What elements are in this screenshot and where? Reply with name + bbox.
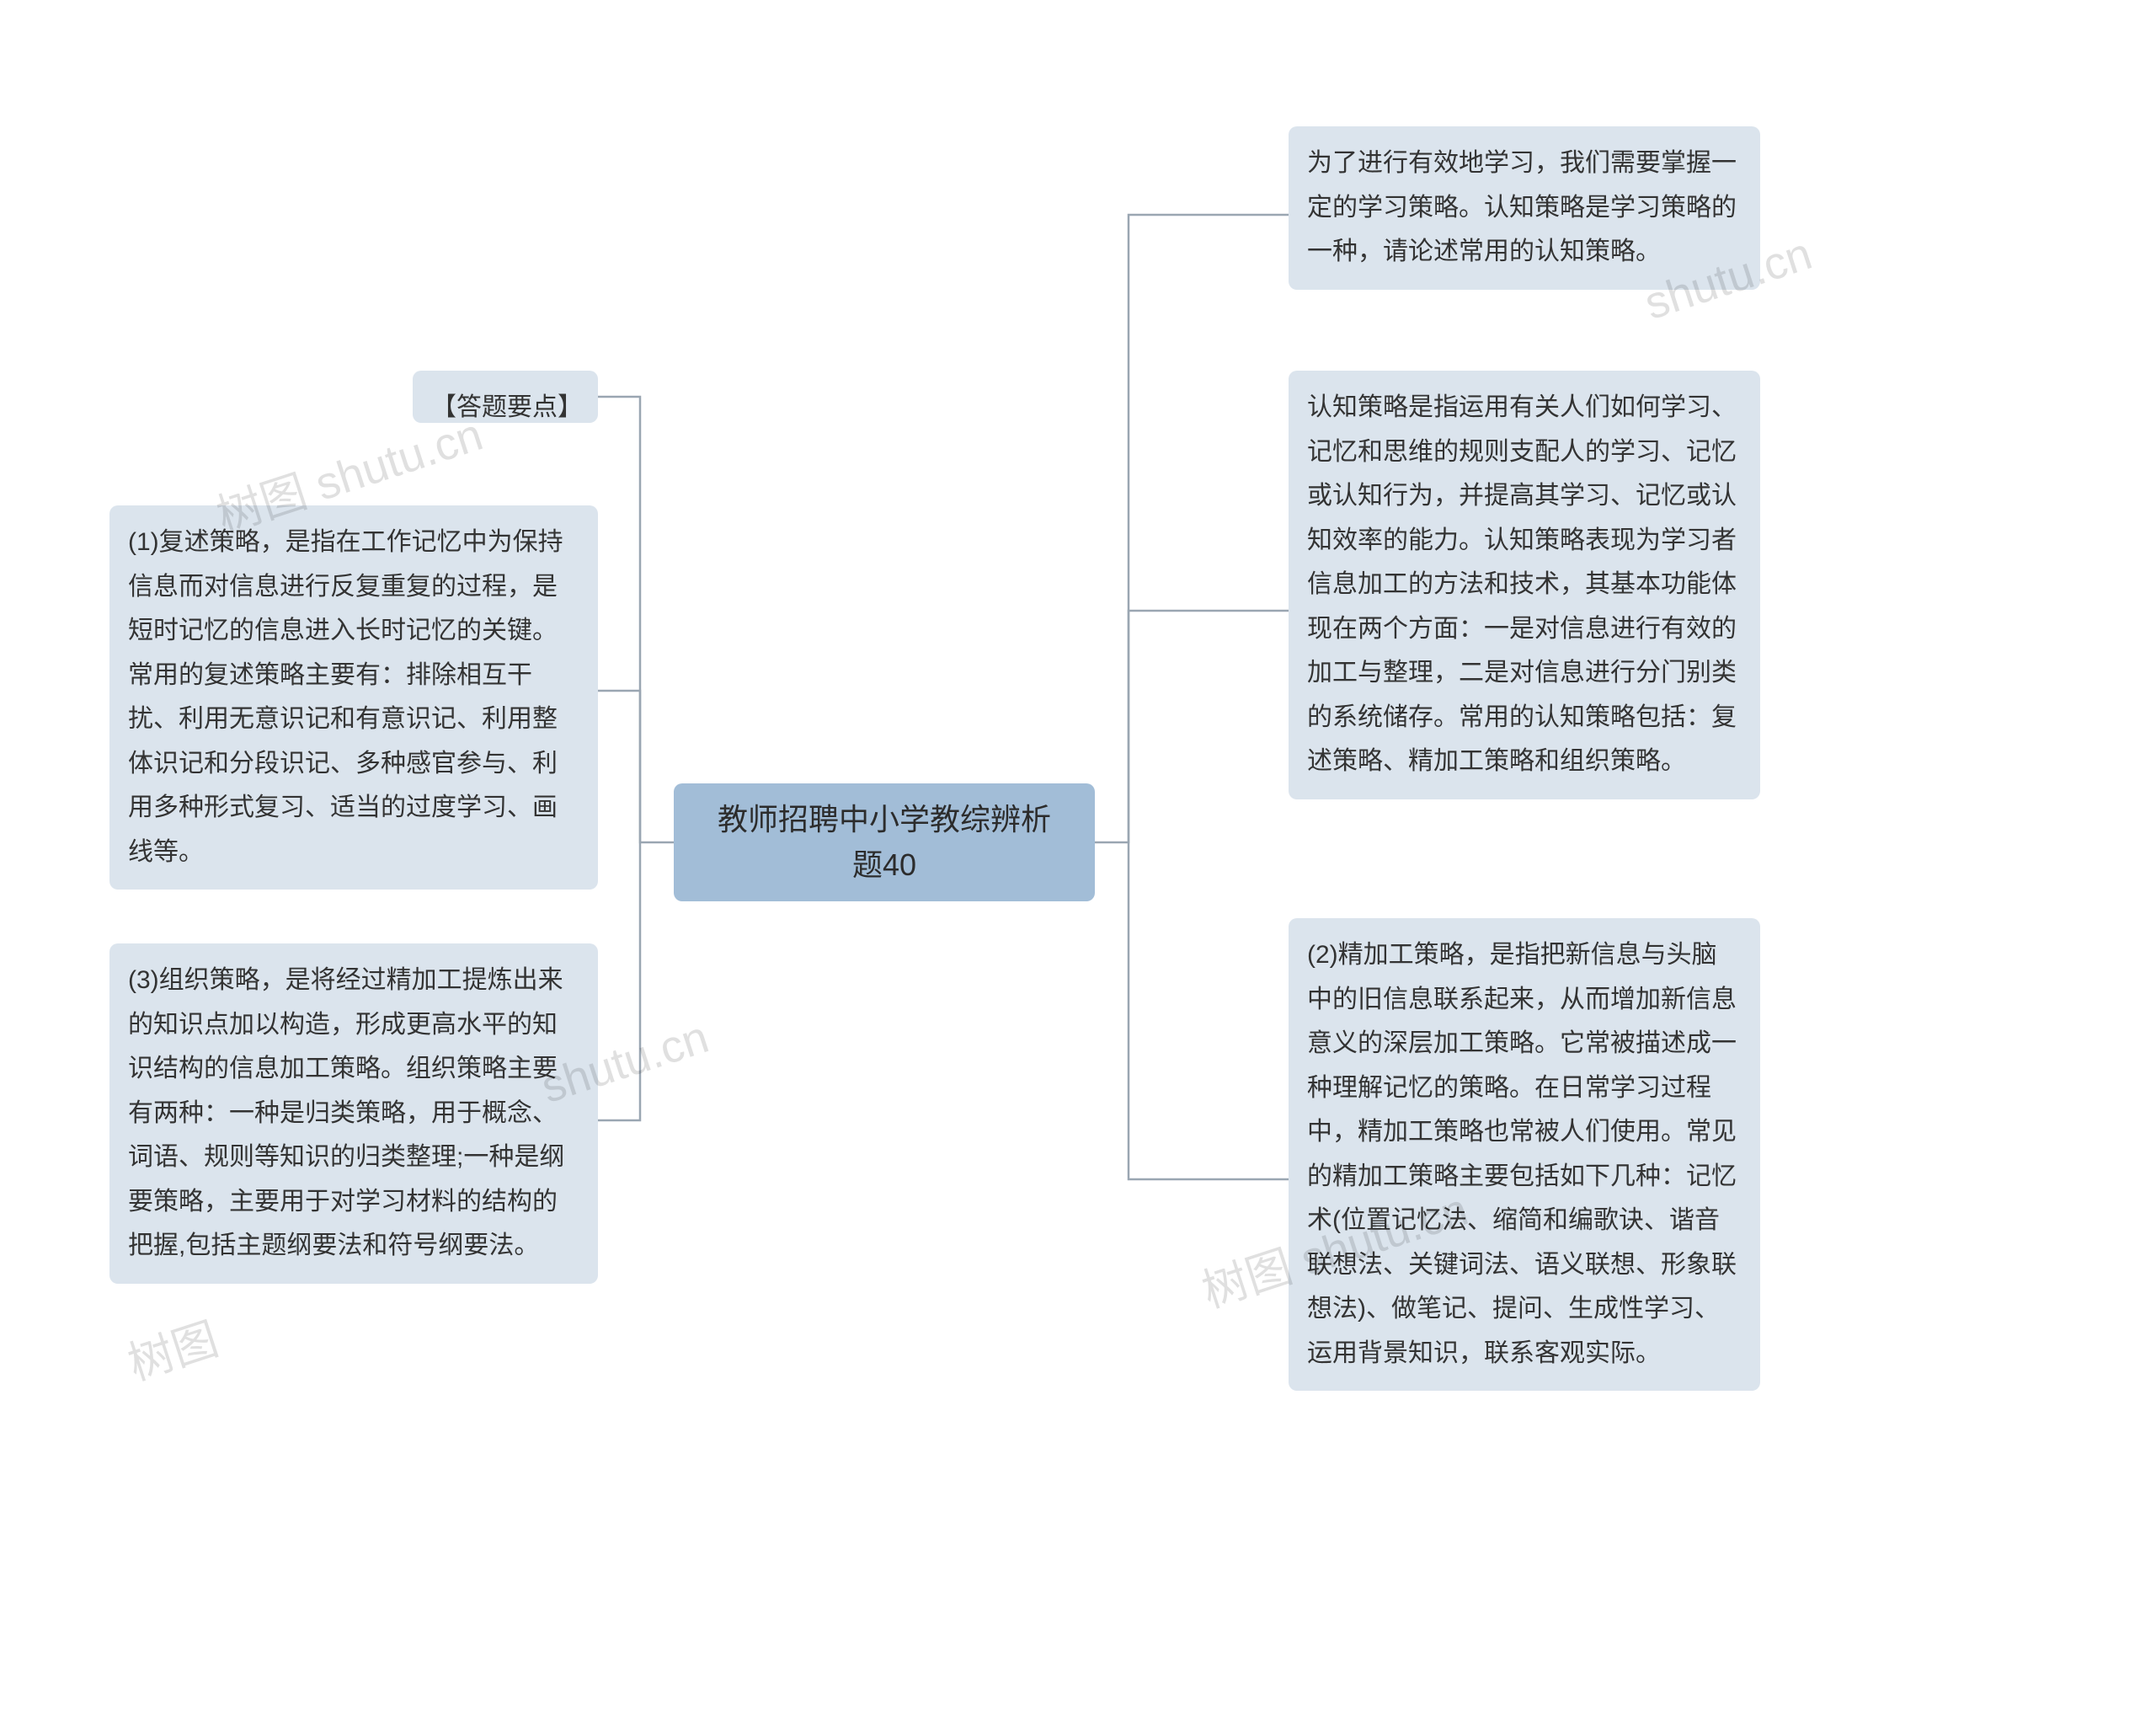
right-node-1[interactable]: 为了进行有效地学习，我们需要掌握一定的学习策略。认知策略是学习策略的一种，请论述… (1289, 126, 1760, 290)
root-node[interactable]: 教师招聘中小学教综辨析题40 (674, 783, 1095, 901)
left-node-3-text: (3)组织策略，是将经过精加工提炼出来的知识点加以构造，形成更高水平的知识结构的… (128, 966, 564, 1259)
connector-left-trunk-2 (623, 691, 640, 842)
left-node-1-text: 【答题要点】 (431, 393, 583, 421)
connector-left-trunk (623, 397, 674, 842)
connector-right-trunk-3 (1129, 842, 1145, 1179)
connector-right-trunk-2 (1129, 611, 1145, 842)
left-node-2[interactable]: (1)复述策略，是指在工作记忆中为保持信息而对信息进行反复重复的过程，是短时记忆… (109, 505, 598, 890)
right-node-3[interactable]: (2)精加工策略，是指把新信息与头脑中的旧信息联系起来，从而增加新信息意义的深层… (1289, 918, 1760, 1391)
left-node-1[interactable]: 【答题要点】 (413, 371, 598, 423)
connector-right-trunk (1095, 215, 1145, 842)
root-text: 教师招聘中小学教综辨析题40 (718, 797, 1051, 888)
right-node-1-text: 为了进行有效地学习，我们需要掌握一定的学习策略。认知策略是学习策略的一种，请论述… (1307, 149, 1737, 265)
right-node-3-text: (2)精加工策略，是指把新信息与头脑中的旧信息联系起来，从而增加新信息意义的深层… (1307, 941, 1737, 1367)
watermark-5: 树图 (118, 1301, 225, 1393)
mindmap-canvas: 教师招聘中小学教综辨析题40 【答题要点】 (1)复述策略，是指在工作记忆中为保… (0, 0, 2156, 1726)
left-node-2-text: (1)复述策略，是指在工作记忆中为保持信息而对信息进行反复重复的过程，是短时记忆… (128, 528, 563, 866)
right-node-2[interactable]: 认知策略是指运用有关人们如何学习、记忆和思维的规则支配人的学习、记忆或认知行为，… (1289, 371, 1760, 799)
left-node-3[interactable]: (3)组织策略，是将经过精加工提炼出来的知识点加以构造，形成更高水平的知识结构的… (109, 943, 598, 1284)
right-node-2-text: 认知策略是指运用有关人们如何学习、记忆和思维的规则支配人的学习、记忆或认知行为，… (1307, 393, 1737, 775)
connector-left-trunk-3 (623, 842, 640, 1120)
